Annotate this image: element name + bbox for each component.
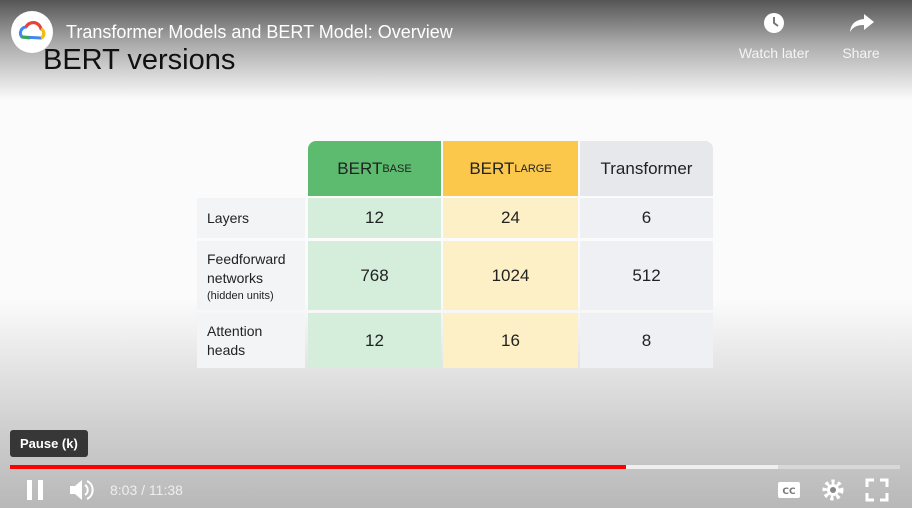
header-main: Transformer xyxy=(600,158,693,178)
table-cell: 512 xyxy=(580,241,713,310)
svg-text:CC: CC xyxy=(782,487,796,497)
row-label-text: Attention heads xyxy=(207,322,263,358)
row-label: Layers xyxy=(197,198,305,238)
tooltip: Pause (k) xyxy=(10,430,88,457)
table-cell: 24 xyxy=(443,198,578,238)
top-gradient xyxy=(0,0,912,100)
table-header: BERT BASE xyxy=(308,141,441,196)
captions-button[interactable]: CC xyxy=(777,479,801,501)
header-main: BERT xyxy=(337,158,383,178)
table-cell: 8 xyxy=(580,313,713,368)
row-label-note: (hidden units) xyxy=(207,289,274,302)
pause-button[interactable] xyxy=(24,478,48,502)
fullscreen-button[interactable] xyxy=(865,478,889,502)
video-title[interactable]: Transformer Models and BERT Model: Overv… xyxy=(66,22,453,42)
header-sub: LARGE xyxy=(514,162,552,175)
table-header: Transformer xyxy=(580,141,713,196)
table-cell: 768 xyxy=(308,241,441,310)
time-display: 8:03 / 11:38 xyxy=(110,482,183,498)
table-cell: 12 xyxy=(308,313,441,368)
table-cell: 6 xyxy=(580,198,713,238)
share-button[interactable]: Share xyxy=(842,45,880,61)
slide-title: BERT versions xyxy=(43,44,236,76)
row-label: Attention heads xyxy=(197,313,305,368)
header-sub: BASE xyxy=(382,162,412,175)
table-cell: 1024 xyxy=(443,241,578,310)
settings-button[interactable] xyxy=(821,478,845,502)
row-label: Feedforward networks (hidden units) xyxy=(197,241,305,310)
watch-later-icon[interactable] xyxy=(762,11,786,35)
watch-later-button[interactable]: Watch later xyxy=(738,45,810,61)
row-label-text: Feedforward networks xyxy=(207,250,286,286)
table-cell: 16 xyxy=(443,313,578,368)
table-header: BERT LARGE xyxy=(443,141,578,196)
volume-button[interactable] xyxy=(68,478,96,502)
table-cell: 12 xyxy=(308,198,441,238)
progress-played xyxy=(10,465,626,469)
share-icon[interactable] xyxy=(849,12,875,34)
header-main: BERT xyxy=(469,158,515,178)
row-label-text: Layers xyxy=(207,210,250,226)
channel-logo[interactable] xyxy=(10,10,54,54)
